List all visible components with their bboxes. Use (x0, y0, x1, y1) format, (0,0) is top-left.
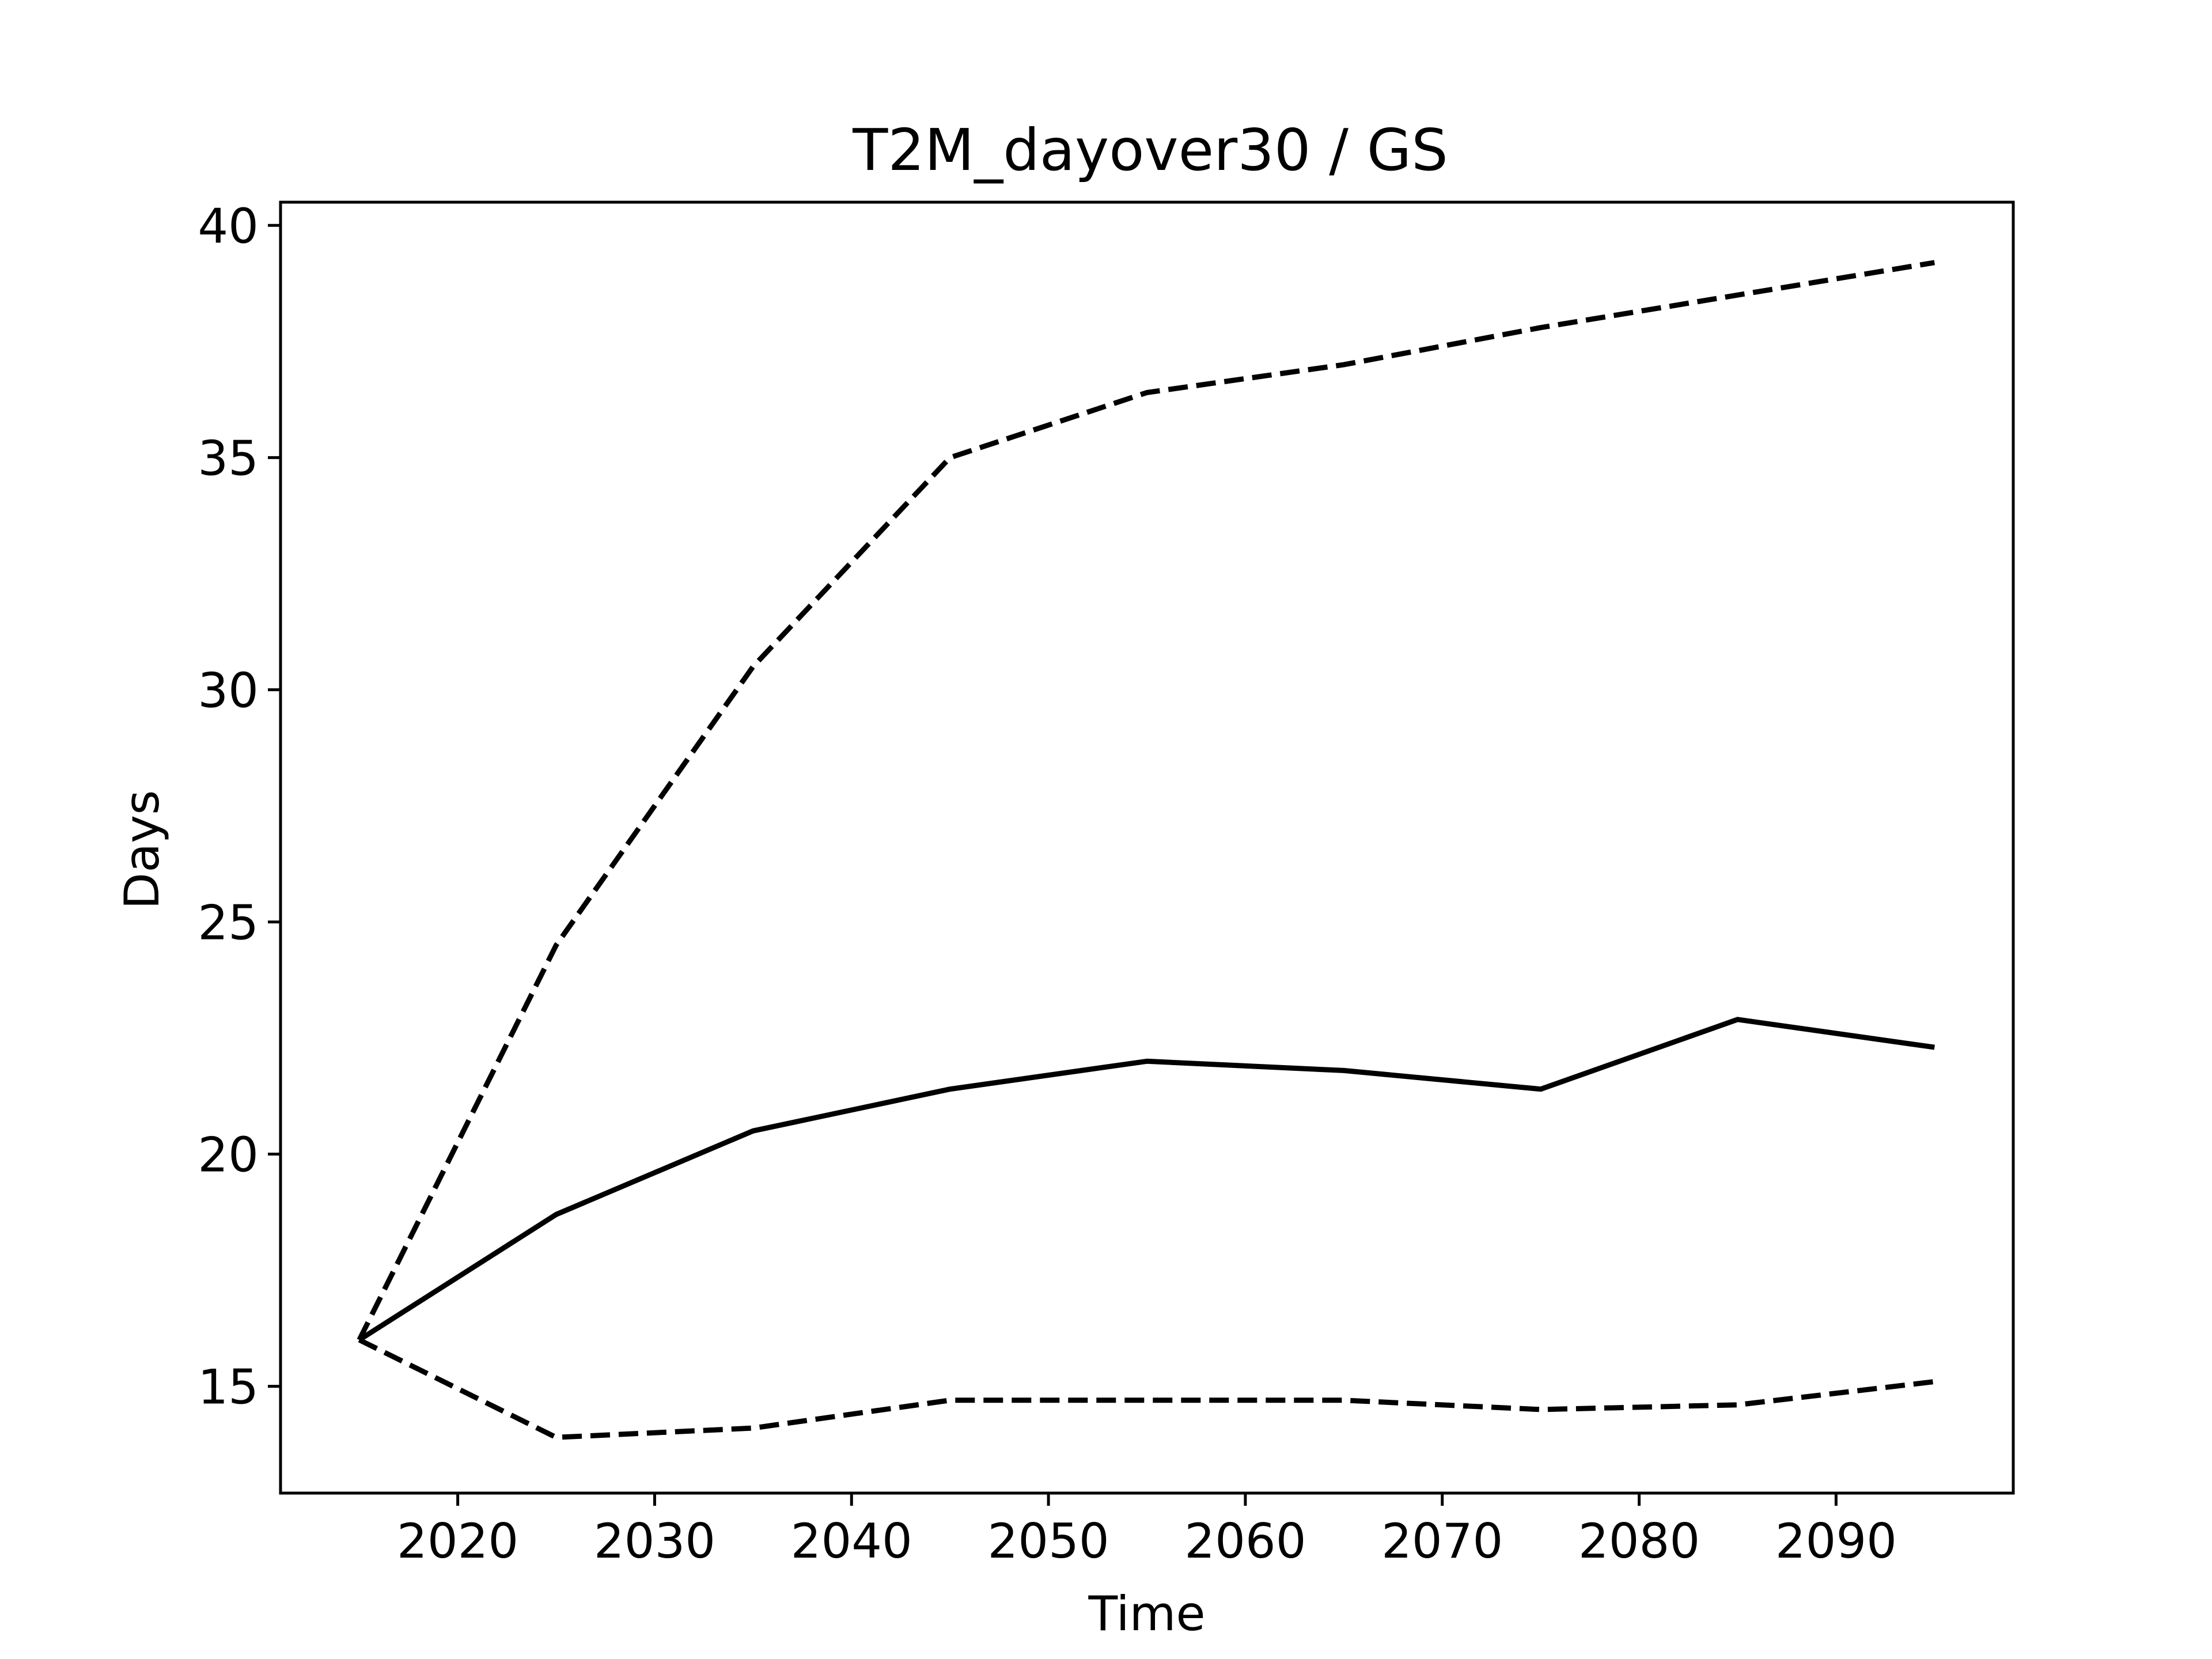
y-tick-label: 20 (198, 1127, 259, 1183)
series-layer (357, 260, 1936, 1440)
x-tick-label: 2050 (987, 1513, 1109, 1569)
series-line-3-dashed (358, 1337, 1935, 1440)
y-tick-label: 15 (198, 1359, 259, 1415)
y-tick-label: 25 (198, 895, 259, 950)
plot-area-frame (279, 200, 2015, 1495)
x-tick-label: 2090 (1775, 1513, 1897, 1569)
x-axis-ticks: 2020 2030 2040 2050 2060 2070 2080 2090 (397, 1493, 1897, 1569)
x-tick-label: 2070 (1381, 1513, 1503, 1569)
x-tick-label: 2080 (1578, 1513, 1700, 1569)
series-line-2-dashed (357, 260, 1936, 1342)
x-tick-label: 2020 (397, 1513, 518, 1569)
y-axis-ticks: 15 20 25 30 35 40 (198, 198, 281, 1415)
x-tick-label: 2040 (791, 1513, 912, 1569)
y-axis-label: Days (114, 790, 170, 909)
x-tick-label: 2060 (1184, 1513, 1306, 1569)
x-axis-label: Time (1088, 1586, 1205, 1642)
series-line-1-solid (358, 1017, 1935, 1342)
chart-title: T2M_dayover30 / GS (852, 116, 1448, 184)
y-tick-label: 30 (198, 662, 259, 718)
y-tick-label: 40 (198, 198, 259, 254)
x-tick-label: 2030 (594, 1513, 715, 1569)
y-tick-label: 35 (198, 430, 259, 486)
